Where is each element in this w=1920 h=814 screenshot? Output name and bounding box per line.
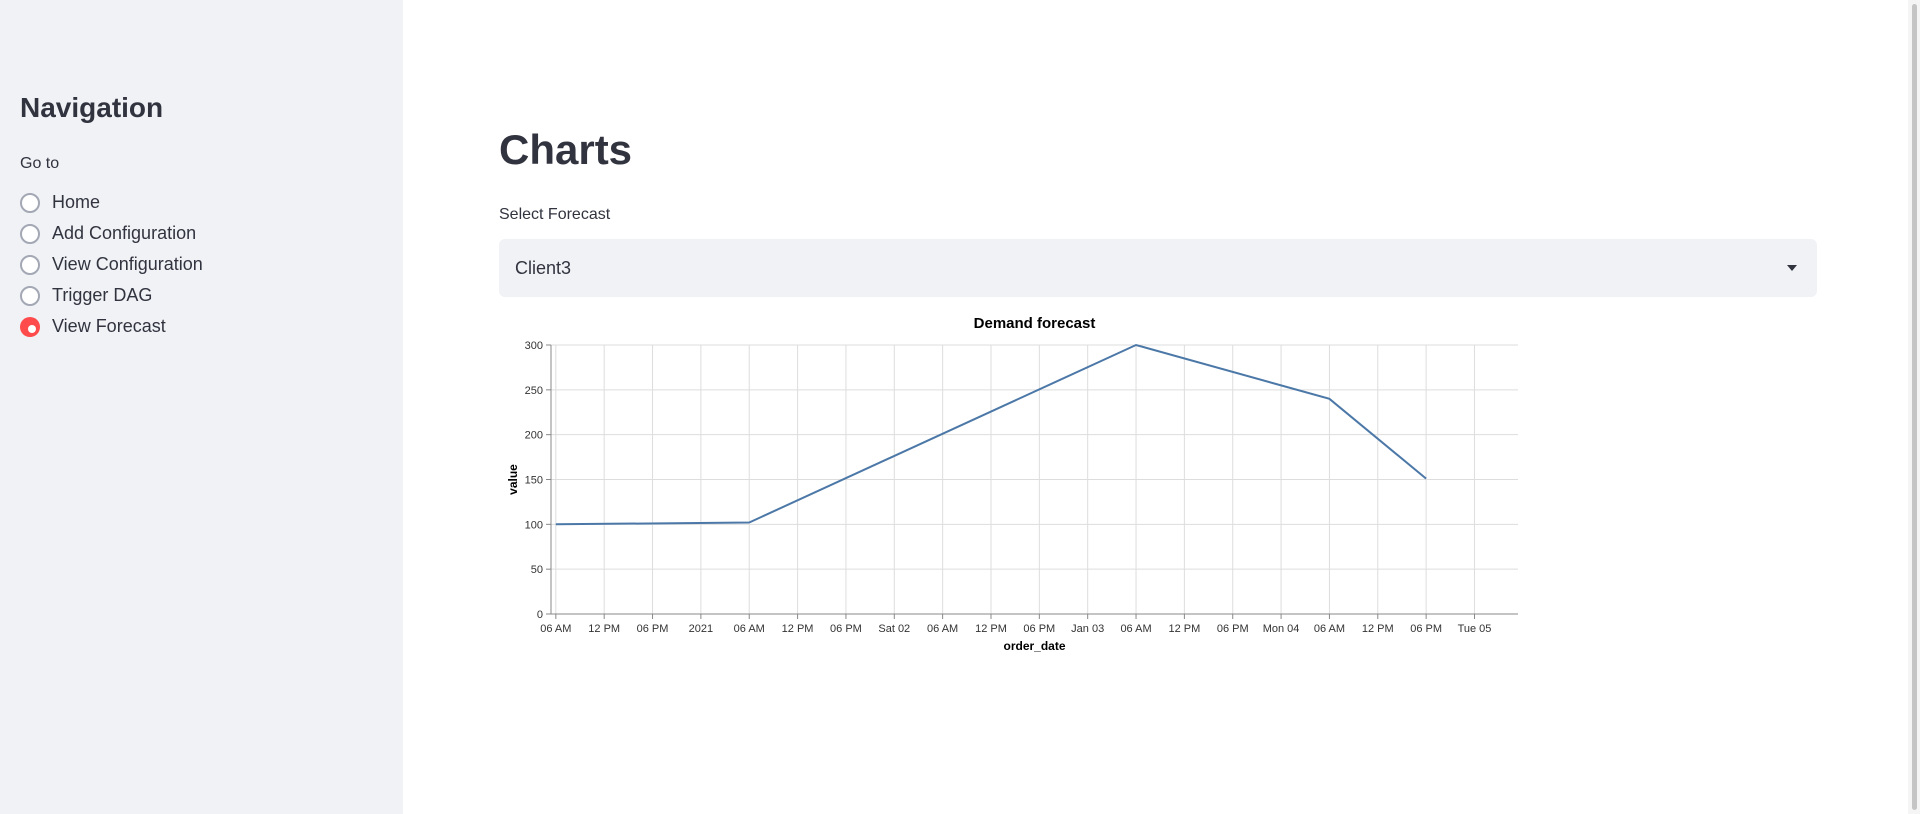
select-forecast-value[interactable]: Client3: [515, 257, 572, 278]
x-tick-label: 12 PM: [782, 623, 814, 635]
x-tick-label: 06 AM: [1314, 623, 1345, 635]
x-tick-label: 06 AM: [1120, 623, 1151, 635]
radio-label[interactable]: Home: [52, 192, 101, 212]
radio-label[interactable]: Add Configuration: [52, 223, 197, 243]
y-tick-label: 150: [525, 475, 543, 487]
page-title: Charts: [499, 126, 633, 173]
select-forecast-label: Select Forecast: [499, 206, 611, 223]
scrollbar[interactable]: [1908, 0, 1920, 814]
radio-circle-icon[interactable]: [20, 285, 40, 306]
radio-label[interactable]: View Configuration: [52, 254, 203, 274]
sidebar-title: Navigation: [20, 92, 164, 123]
radio-group-label: Go to: [20, 155, 60, 172]
radio-view-configuration[interactable]: View Configuration: [20, 249, 203, 280]
radio-home[interactable]: Home: [20, 187, 203, 218]
series-line: [555, 343, 1427, 526]
x-tick-label: 2021: [689, 623, 713, 635]
y-tick-label: 300: [525, 340, 543, 352]
x-tick-label: 06 PM: [1023, 623, 1055, 635]
x-tick-label: Tue 05: [1458, 623, 1492, 635]
y-tick-label: 0: [537, 609, 543, 621]
x-tick-label: 06 AM: [927, 623, 958, 635]
y-tick-label: 250: [525, 385, 543, 397]
x-tick-label: 12 PM: [1362, 623, 1394, 635]
x-tick-label: 12 PM: [1168, 623, 1200, 635]
x-axis-label: order_date: [1003, 639, 1065, 653]
radio-circle-icon[interactable]: [20, 192, 40, 213]
radio-selected-icon[interactable]: [20, 316, 40, 337]
x-tick-label: Sat 02: [878, 623, 910, 635]
x-tick-label: 06 PM: [637, 623, 669, 635]
y-tick-label: 200: [525, 430, 543, 442]
sidebar: Navigation Go to Home Add Configuration …: [0, 0, 403, 814]
y-tick-label: 50: [531, 564, 543, 576]
x-tick-label: 06 PM: [1410, 623, 1442, 635]
navigation-radio-group: Home Add Configuration View Configuratio…: [20, 187, 203, 342]
caret-down-icon[interactable]: [1787, 265, 1797, 271]
radio-view-forecast[interactable]: View Forecast: [20, 311, 203, 342]
x-tick-label: 12 PM: [975, 623, 1007, 635]
radio-circle-icon[interactable]: [20, 223, 40, 244]
y-axis-label: value: [506, 464, 520, 495]
demand-forecast-chart: 0 50 100 150 200 250 300 06 AM 12 PM 06 PM 2021 06 …: [506, 315, 1518, 653]
radio-circle-icon[interactable]: [20, 254, 40, 275]
x-tick-label: 06 AM: [734, 623, 765, 635]
radio-label[interactable]: View Forecast: [52, 316, 166, 336]
x-tick-label: 06 PM: [1217, 623, 1249, 635]
x-tick-label: 12 PM: [588, 623, 620, 635]
radio-trigger-dag[interactable]: Trigger DAG: [20, 280, 203, 311]
x-tick-label: 06 PM: [830, 623, 862, 635]
scrollbar-thumb[interactable]: [1912, 4, 1917, 810]
x-tick-label: Mon 04: [1263, 623, 1300, 635]
radio-add-configuration[interactable]: Add Configuration: [20, 218, 203, 249]
y-tick-label: 100: [525, 519, 543, 531]
select-forecast-dropdown[interactable]: Client3: [499, 239, 1817, 297]
x-tick-label: Jan 03: [1071, 623, 1104, 635]
radio-label[interactable]: Trigger DAG: [52, 285, 153, 305]
chart-title: Demand forecast: [974, 315, 1096, 332]
x-tick-label: 06 AM: [540, 623, 571, 635]
